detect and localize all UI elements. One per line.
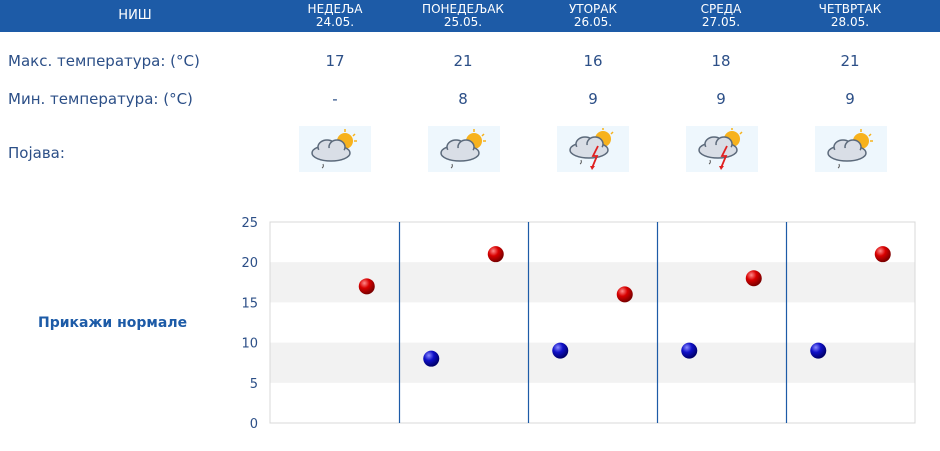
day-header: УТОРАК 26.05. <box>548 0 638 32</box>
partly-cloudy-light-rain-icon <box>428 126 500 172</box>
plot-frame <box>269 221 916 424</box>
min-temp-point[interactable] <box>810 342 827 359</box>
max-temp-value: 21 <box>453 52 473 70</box>
day-header: НЕДЕЉА 24.05. <box>290 0 380 32</box>
partly-cloudy-light-rain-icon <box>815 126 887 172</box>
max-temp-point[interactable] <box>616 286 633 303</box>
chart-points <box>358 246 891 367</box>
min-temp-label: Мин. температура: (°C) <box>8 90 193 108</box>
day-date: 27.05. <box>701 15 741 29</box>
y-tick-label: 15 <box>241 296 258 311</box>
day-header: СРЕДА 27.05. <box>676 0 766 32</box>
min-temp-value: - <box>332 90 338 108</box>
day-date: 28.05. <box>830 15 870 29</box>
max-temp-point[interactable] <box>358 278 375 295</box>
max-temp-value: 17 <box>325 52 345 70</box>
grid-band <box>270 342 915 383</box>
thunderstorm-rain-icon <box>686 126 758 172</box>
max-temp-label: Макс. температура: (°C) <box>8 52 200 70</box>
day-name: СРЕДА <box>700 2 742 16</box>
day-name: ПОНЕДЕЉАК <box>422 2 504 16</box>
y-tick-label: 5 <box>250 377 258 392</box>
max-temp-point[interactable] <box>745 270 762 287</box>
max-temp-value: 16 <box>583 52 603 70</box>
max-temp-point[interactable] <box>487 246 504 263</box>
day-name: УТОРАК <box>568 2 618 16</box>
day-date: 25.05. <box>443 15 483 29</box>
y-tick-label: 0 <box>250 417 258 432</box>
chart-grid <box>270 262 915 383</box>
max-temp-point[interactable] <box>874 246 891 263</box>
min-temp-point[interactable] <box>552 342 569 359</box>
min-temp-value: 9 <box>588 90 598 108</box>
min-temp-point[interactable] <box>423 350 440 367</box>
y-axis-ticks: 0 5 10 15 20 25 <box>241 216 258 432</box>
min-temp-value: 9 <box>845 90 855 108</box>
day-name: ЧЕТВРТАК <box>818 2 882 16</box>
max-temp-value: 21 <box>840 52 860 70</box>
day-date: 26.05. <box>573 15 613 29</box>
day-header: ЧЕТВРТАК 28.05. <box>805 0 895 32</box>
forecast-header: НИШ НЕДЕЉА 24.05. ПОНЕДЕЉАК 25.05. УТОРА… <box>0 0 940 32</box>
min-temp-value: 8 <box>458 90 468 108</box>
day-name: НЕДЕЉА <box>307 2 363 16</box>
min-temp-value: 9 <box>716 90 726 108</box>
grid-band <box>270 262 915 303</box>
thunderstorm-rain-icon <box>557 126 629 172</box>
day-dividers <box>398 222 788 423</box>
day-header: ПОНЕДЕЉАК 25.05. <box>418 0 508 32</box>
city-name: НИШ <box>118 8 152 23</box>
y-tick-label: 10 <box>241 337 258 352</box>
max-temp-value: 18 <box>711 52 731 70</box>
phenomenon-label: Појава: <box>8 144 65 162</box>
show-normals-link[interactable]: Прикажи нормале <box>38 315 188 331</box>
min-temp-point[interactable] <box>681 342 698 359</box>
y-tick-label: 25 <box>241 216 258 231</box>
y-tick-label: 20 <box>241 256 258 271</box>
partly-cloudy-light-rain-icon <box>299 126 371 172</box>
day-date: 24.05. <box>315 15 355 29</box>
